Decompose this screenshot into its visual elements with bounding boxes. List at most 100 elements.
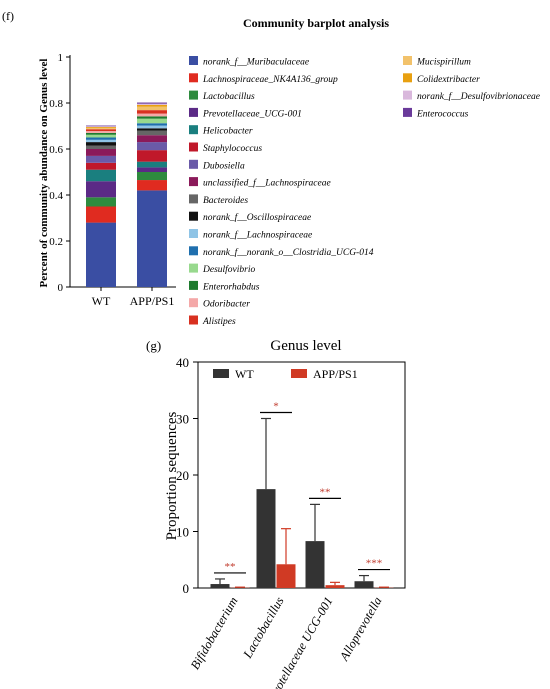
legend-label: Desulfovibrio (202, 264, 255, 275)
legend-label: norank_f__Lachnospiraceae (203, 230, 312, 241)
panel-g-label: (g) (146, 338, 161, 353)
stacked-bar-segment (137, 142, 167, 151)
stacked-x-tick-label: APP/PS1 (130, 294, 175, 308)
grouped-bar (276, 564, 296, 588)
legend-swatch (403, 90, 412, 100)
legend-swatch (189, 263, 198, 273)
legend-swatch (189, 194, 198, 204)
panel-f-label: (f) (2, 9, 14, 23)
legend-swatch (189, 142, 198, 152)
grouped-plot-frame (197, 361, 406, 589)
stacked-bar-segment (137, 180, 167, 191)
legend-swatch (189, 56, 198, 65)
stacked-bar-segment (86, 131, 116, 133)
grouped-bar (325, 585, 345, 588)
stacked-bar-segment (86, 206, 116, 223)
stacked-bar-segment (137, 172, 167, 181)
grouped-y-tick-label: 20 (176, 468, 189, 483)
legend-swatch (189, 107, 198, 117)
grouped-bar (210, 584, 230, 588)
legend-swatch (403, 107, 412, 117)
stacked-bar-segment (86, 127, 116, 130)
stacked-bar-segment (137, 104, 167, 107)
stacked-bar-segment (86, 197, 116, 207)
grouped-x-tick-label: Lactobacillus (240, 594, 287, 661)
grouped-y-tick-label: 0 (183, 581, 190, 596)
grouped-y-tick-label: 40 (176, 355, 189, 370)
legend-label: Odoribacter (203, 300, 250, 310)
stacked-bar-segment (137, 110, 167, 114)
stacked-bar-segment (86, 126, 116, 127)
stacked-chart: Community barplot analysis Percent of co… (38, 16, 540, 327)
legend-label: Staphylococcus (203, 144, 262, 154)
legend-label: unclassified_f__Lachnospiraceae (203, 178, 331, 189)
legend-swatch (189, 315, 198, 325)
significance-marker: *** (366, 558, 383, 570)
stacked-bar-segment (137, 150, 167, 162)
stacked-bar-segment (137, 130, 167, 136)
legend-swatch (189, 177, 198, 187)
stacked-bar-segment (137, 161, 167, 168)
significance-marker: ** (225, 561, 236, 573)
legend-label: norank_f__Oscillospiraceae (203, 212, 311, 223)
grouped-bar (354, 581, 374, 588)
stacked-bar-segment (137, 116, 167, 119)
significance-marker: ** (320, 486, 331, 498)
stacked-bar-segment (137, 190, 167, 287)
stacked-bar-segment (137, 128, 167, 131)
stacked-bar-segment (86, 129, 116, 132)
stacked-y-tick-label: 0 (58, 282, 64, 294)
grouped-legend-label: WT (235, 367, 254, 381)
legend-swatch (189, 90, 198, 100)
legend-label: norank_f__Muribaculaceae (203, 57, 309, 68)
legend-label: norank_f__Desulfovibrionaceae (417, 91, 540, 102)
stacked-bar-segment (137, 125, 167, 129)
grouped-bar (256, 489, 276, 588)
legend-label: norank_f__norank_o__Clostridia_UCG-014 (203, 247, 374, 258)
stacked-bar-segment (137, 106, 167, 111)
stacked-y-tick-label: 1 (58, 52, 64, 64)
stacked-chart-legend: norank_f__Muribaculaceae Lachnospiraceae_… (189, 56, 540, 327)
grouped-chart-bars: ******** (210, 401, 394, 588)
grouped-bar (305, 541, 325, 588)
legend-swatch (189, 125, 198, 135)
stacked-bar-segment (86, 142, 116, 146)
stacked-y-tick-label: 0.4 (49, 190, 63, 202)
stacked-bar-segment (137, 103, 167, 105)
stacked-chart-bars (86, 102, 167, 287)
stacked-bar-segment (137, 118, 167, 124)
significance-marker: * (273, 401, 279, 413)
grouped-chart: Genus level Proportion sequences 0 10 20 30… (164, 338, 406, 689)
grouped-x-tick-label: Bifidobacterium (188, 595, 241, 672)
legend-label: Colidextribacter (417, 75, 480, 85)
legend-label: Prevotellaceae_UCG-001 (202, 109, 302, 119)
grouped-x-tick-label: Alloprevotella (336, 595, 384, 664)
legend-label: Dubosiella (202, 161, 245, 171)
grouped-legend-swatch (291, 369, 307, 378)
stacked-bar-segment (137, 167, 167, 172)
legend-swatch (403, 56, 412, 65)
legend-swatch (189, 229, 198, 238)
stacked-bar-segment (86, 145, 116, 149)
grouped-legend-label: APP/PS1 (313, 367, 358, 381)
stacked-bar-segment (86, 126, 116, 128)
stacked-chart-ylabel: Percent of community abundance on Genus … (38, 59, 50, 288)
stacked-y-tick-label: 0.8 (49, 98, 63, 110)
legend-label: Enterorhabdus (202, 282, 260, 292)
stacked-bar-segment (86, 139, 116, 143)
stacked-y-tick-label: 0.6 (49, 144, 63, 156)
stacked-bar-segment (86, 155, 116, 163)
grouped-chart-ylabel: Proportion sequences (164, 411, 180, 540)
stacked-bar-segment (86, 169, 116, 182)
legend-label: Lachnospiraceae_NK4A136_group (202, 75, 338, 85)
grouped-chart-legend: WT APP/PS1 (213, 367, 358, 381)
stacked-bar-segment (86, 181, 116, 198)
grouped-y-tick-label: 10 (176, 525, 189, 540)
legend-swatch (403, 73, 412, 83)
legend-swatch (189, 73, 198, 83)
legend-label: Helicobacter (202, 127, 253, 137)
stacked-bar-segment (86, 134, 116, 138)
stacked-bar-segment (86, 162, 116, 170)
